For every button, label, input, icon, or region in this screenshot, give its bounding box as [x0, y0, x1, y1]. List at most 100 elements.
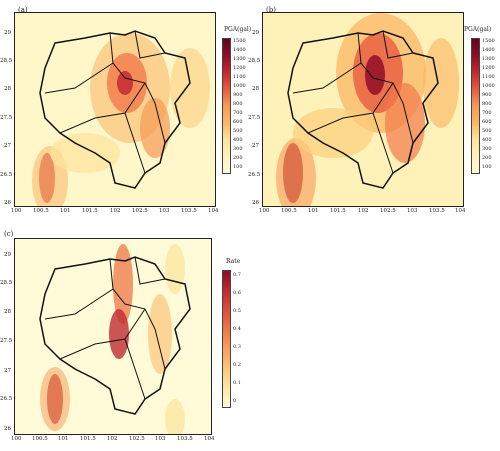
x-tick: 101: [60, 208, 71, 214]
colorbar-tick: 600: [482, 119, 492, 125]
y-tick: 29: [4, 30, 11, 36]
y-tick: 27.5: [0, 115, 13, 121]
colorbar-tick: 300: [233, 146, 243, 152]
colorbar-tick: 1300: [233, 56, 246, 62]
colorbar-tick: 1100: [482, 74, 495, 80]
colorbar-tick: 0: [233, 398, 237, 404]
y-tick: 29: [4, 252, 11, 258]
x-tick: 102: [107, 436, 118, 442]
x-tick: 103: [407, 208, 418, 214]
colorbar-tick: 1000: [482, 83, 495, 89]
y-tick: 28.5: [0, 280, 13, 286]
colorbar-tick: 400: [482, 137, 492, 143]
y-tick: 28: [252, 86, 259, 92]
colorbar-tick: 1400: [233, 47, 246, 53]
y-tick: 28.5: [0, 58, 13, 64]
y-tick: 26: [4, 200, 11, 206]
colorbar-tick: 0.7: [233, 272, 241, 278]
colorbar-tick: 0.3: [233, 344, 241, 350]
colorbar: [222, 270, 231, 408]
y-tick: 28: [4, 86, 11, 92]
colorbar-tick: 1400: [482, 47, 495, 53]
x-tick: 101: [308, 208, 319, 214]
x-tick: 103.5: [177, 436, 193, 442]
colorbar-tick: 900: [482, 92, 492, 98]
y-tick: 27: [4, 143, 11, 149]
colorbar-tick: 500: [482, 128, 492, 134]
colorbar-tick: 700: [482, 110, 492, 116]
x-tick: 102: [358, 208, 369, 214]
x-tick: 100.5: [33, 208, 49, 214]
x-tick: 102.5: [129, 436, 145, 442]
map-a-svg: [15, 13, 215, 206]
y-tick: 28: [4, 309, 11, 315]
x-tick: 104: [208, 208, 219, 214]
colorbar-tick: 200: [482, 155, 492, 161]
colorbar-tick: 1200: [233, 65, 246, 71]
panel-a: (a) 100 100.5 101 101.5 102 102.5 103 10…: [0, 0, 252, 222]
rate-map-c: [14, 238, 212, 435]
colorbar: [471, 38, 480, 174]
colorbar-tick: 700: [233, 110, 243, 116]
x-tick: 101.5: [80, 436, 96, 442]
colorbar-tick: 1500: [482, 38, 495, 44]
pga-map-a: [14, 12, 216, 207]
y-tick: 27.5: [0, 338, 13, 344]
colorbar-tick: 100: [482, 164, 492, 170]
x-tick: 101.5: [82, 208, 98, 214]
panel-label: (b): [266, 6, 276, 14]
map-b-svg: [263, 13, 463, 206]
x-tick: 102.5: [132, 208, 148, 214]
x-tick: 103: [155, 436, 166, 442]
colorbar-tick: 0.1: [233, 380, 241, 386]
x-tick: 102: [110, 208, 121, 214]
y-tick: 27: [4, 368, 11, 374]
y-tick: 27: [252, 143, 259, 149]
x-tick: 100: [11, 208, 22, 214]
x-tick: 100.5: [281, 208, 297, 214]
panel-label: (a): [18, 6, 28, 14]
x-tick: 100: [11, 436, 22, 442]
panel-b: (b) 100 100.5 101 101.5 102 102.5 103 10…: [248, 0, 500, 222]
colorbar-tick: 400: [233, 137, 243, 143]
y-tick: 26.5: [248, 172, 261, 178]
y-tick: 29: [252, 30, 259, 36]
pga-map-b: [262, 12, 464, 207]
colorbar-tick: 500: [233, 128, 243, 134]
colorbar-title: Rate: [226, 258, 241, 265]
x-tick: 100: [259, 208, 270, 214]
colorbar-tick: 600: [233, 119, 243, 125]
x-tick: 100.5: [32, 436, 48, 442]
colorbar-tick: 1500: [233, 38, 246, 44]
x-tick: 104: [204, 436, 215, 442]
colorbar-tick: 1300: [482, 56, 495, 62]
x-tick: 104: [455, 208, 466, 214]
colorbar-tick: 300: [482, 146, 492, 152]
colorbar-tick: 800: [233, 101, 243, 107]
colorbar-tick: 800: [482, 101, 492, 107]
y-tick: 26: [4, 426, 11, 432]
y-tick: 26.5: [0, 396, 13, 402]
y-tick: 26: [252, 200, 259, 206]
colorbar-tick: 0.6: [233, 290, 241, 296]
y-tick: 28.5: [248, 58, 261, 64]
y-tick: 26.5: [0, 172, 13, 178]
colorbar-tick: 0.5: [233, 308, 241, 314]
x-tick: 101: [58, 436, 69, 442]
x-tick: 102.5: [380, 208, 396, 214]
colorbar-title: PGA(gal): [224, 26, 252, 33]
map-c-svg: [15, 239, 211, 434]
colorbar-tick: 100: [233, 164, 243, 170]
x-tick: 103.5: [181, 208, 197, 214]
panel-label: (c): [4, 230, 14, 238]
colorbar-title: PGA(gal): [464, 26, 492, 33]
colorbar-tick: 1200: [482, 65, 495, 71]
colorbar-tick: 1100: [233, 74, 246, 80]
colorbar: [222, 38, 231, 174]
colorbar-tick: 200: [233, 155, 243, 161]
colorbar-tick: 0.4: [233, 326, 241, 332]
x-tick: 103.5: [429, 208, 445, 214]
colorbar-tick: 1000: [233, 83, 246, 89]
x-tick: 101.5: [330, 208, 346, 214]
colorbar-tick: 0.2: [233, 362, 241, 368]
